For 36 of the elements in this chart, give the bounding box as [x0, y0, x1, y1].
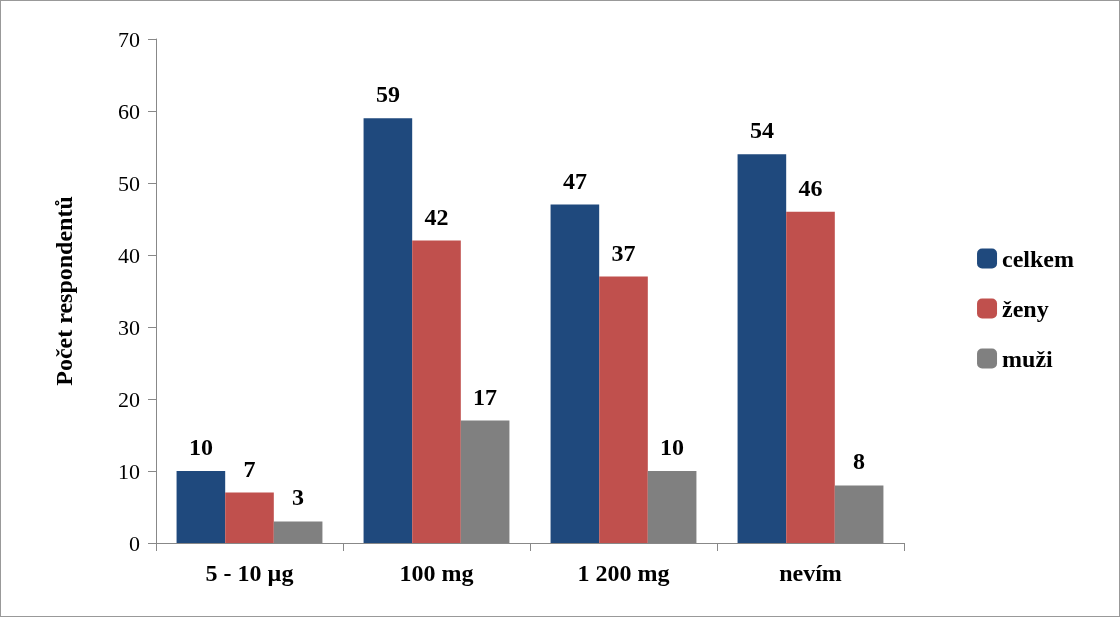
y-tick-label: 10: [118, 458, 140, 484]
data-label: 42: [424, 203, 449, 230]
data-label: 10: [660, 434, 685, 460]
data-label: 59: [375, 81, 400, 108]
bar: [786, 211, 835, 543]
y-tick-label: 20: [118, 386, 140, 412]
bar: [176, 471, 226, 543]
x-tick-label: nevím: [779, 560, 842, 586]
data-label: 47: [562, 167, 587, 194]
y-tick-label: 40: [118, 242, 140, 268]
data-label: 3: [292, 484, 305, 511]
y-tick-label: 0: [129, 530, 140, 556]
legend-label: muži: [1002, 345, 1054, 372]
legend-label: celkem: [1002, 245, 1075, 272]
y-tick-label: 60: [118, 98, 140, 124]
data-label: 46: [798, 174, 823, 201]
data-label: 54: [749, 117, 774, 144]
bar: [225, 492, 274, 543]
data-label: 17: [473, 383, 498, 410]
legend-label: ženy: [1002, 295, 1049, 322]
x-tick-label: 1 200 mg: [577, 560, 670, 586]
x-tick-label: 5 - 10 µg: [205, 560, 294, 586]
bar: [550, 204, 600, 543]
bar: [363, 118, 413, 543]
data-label: 10: [188, 434, 213, 460]
y-tick-label: 50: [118, 170, 140, 196]
data-label: 37: [611, 239, 636, 266]
y-tick-label: 70: [118, 26, 140, 52]
x-tick-label: 100 mg: [399, 560, 474, 586]
data-label: 7: [243, 455, 256, 482]
bar: [599, 276, 648, 543]
y-axis-title: Počet respondentů: [51, 196, 77, 386]
y-tick-label: 30: [118, 314, 140, 340]
bar: [412, 240, 461, 543]
data-label: 8: [853, 448, 866, 475]
bar: [737, 154, 787, 543]
